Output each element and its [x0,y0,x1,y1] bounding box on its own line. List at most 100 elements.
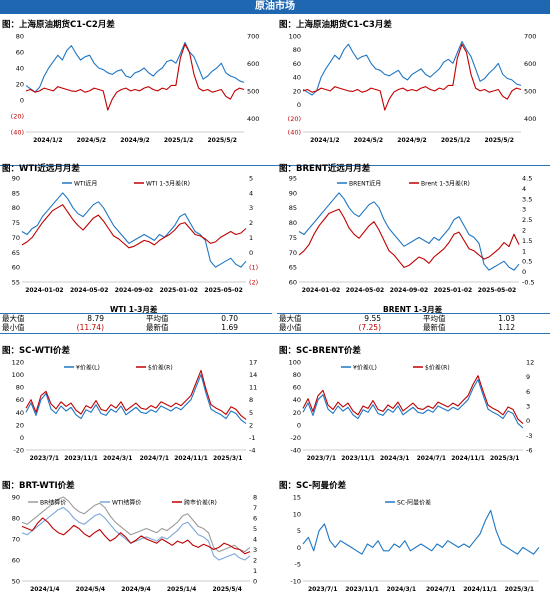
y-tick-label-right: -0.5 [522,279,535,287]
x-tick-label: 2024/5/2 [77,137,106,144]
x-tick-label: 2024/9/2 [120,137,149,144]
legend-label: ¥价差(L) [76,364,100,372]
y-tick-label-left: 75 [289,234,297,242]
y-tick-label-right: 7 [253,504,257,512]
x-tick-label: 2024-09-02 [390,287,428,294]
y-tick-label-left: (20) [11,113,24,121]
y-tick-label-right: 1.5 [522,237,532,245]
y-tick-label-left: 80 [16,384,24,392]
y-tick-label-right: 0 [522,268,526,276]
y-tick-label-left: 80 [293,371,301,379]
y-tick-label-right: 600 [247,60,259,68]
series-line-0 [302,379,524,429]
x-tick-label: 2025/3/1 [505,586,534,593]
y-tick-label-right: 4 [522,185,526,193]
x-tick-label: 2024/9/2 [397,137,426,144]
x-tick-label: 2023/7/1 [30,455,59,462]
x-tick-label: 2024/1/2 [310,137,339,144]
y-tick-label-right: 3 [249,204,253,212]
x-tick-label: 2023/11/1 [341,455,375,462]
x-tick-label: 2023/7/1 [307,455,336,462]
y-tick-label-right: 8 [253,494,257,502]
y-tick-label-right: 0 [253,578,257,586]
page-banner: 原油市场 [0,0,550,14]
y-tick-label-left: 90 [12,175,20,183]
series-line-0 [25,374,247,425]
y-tick-label-left: 75 [12,219,20,227]
x-tick-label: 2024/1/2 [33,137,62,144]
x-tick-label: 2024/11/1 [451,455,485,462]
y-tick-label-left: 120 [12,359,24,367]
x-tick-label: 2025/1/2 [441,137,470,144]
y-tick-label-right: 12 [526,359,534,367]
x-tick-label: 2024-01-02 [25,287,63,294]
y-tick-label-left: 100 [289,359,301,367]
x-tick-label: 2024-05-02 [70,287,108,294]
stat-value: 1.03 [498,314,515,323]
y-tick-label-left: 80 [289,219,297,227]
y-tick-label-left: 0 [20,97,24,105]
y-tick-label-left: 0 [297,101,301,109]
legend-label: WTI结算价 [112,499,141,507]
y-tick-label-left: -5 [295,561,301,569]
y-tick-label-right: 400 [524,115,536,123]
y-tick-label-left: 5 [297,527,301,535]
series-line-1 [21,506,251,561]
panel-title-c1c3: 图：上海原油期货C1-C3月差 [279,20,392,30]
x-tick-label: 2024/7/1 [426,586,455,593]
table-row: 最小值 (7.25) 最新值 1.12 [277,323,547,332]
x-tick-label: 2025-01-02 [434,287,472,294]
legend-label: $价差(R) [425,364,450,372]
chart-panel-c1c3: 100 80 60 40 20 0 (20) (40) 700 600 500 400 2024/1/2… [277,30,549,152]
panel-title-brent: 图：BRENT近远月月差 [279,164,371,174]
stat-label: 最小值 [2,323,25,332]
stat-label: 最大值 [2,314,25,323]
page-title: 原油市场 [255,1,295,12]
x-tick-label: 2024-05-02 [346,287,384,294]
table-row: 最大值 8.79 平均值 0.70 [0,314,270,323]
y-tick-label-left: 85 [12,189,20,197]
y-tick-label-right: 8 [249,396,253,404]
series-line-0 [21,496,251,553]
y-tick-label-left: 80 [12,515,20,523]
x-tick-label: 2024/7/1 [417,455,446,462]
y-tick-label-right: (1) [249,264,258,272]
y-tick-label-left: 60 [16,396,24,404]
y-tick-label-left: 0 [297,421,301,429]
x-tick-label: 2024/11/1 [463,586,497,593]
section-divider [0,165,550,166]
y-tick-label-left: 40 [16,65,24,73]
y-tick-label-right: 11 [249,384,257,392]
y-tick-label-right: 2 [253,557,257,565]
y-tick-label-left: 70 [289,249,297,257]
stat-label: 最新值 [146,323,169,332]
y-tick-label-left: 70 [12,536,20,544]
x-tick-label: 2024/3/1 [380,455,409,462]
legend-label: WTI近月 [74,180,97,188]
y-tick-label-right: 4 [249,189,253,197]
series-line-2 [21,517,251,555]
y-tick-label-left: (20) [288,115,301,123]
x-tick-label: 2024-01-02 [302,287,340,294]
y-tick-label-right: 3 [522,206,526,214]
stat-label: 最新值 [423,323,446,332]
y-tick-label-left: 60 [12,264,20,272]
y-tick-label-left: 80 [16,33,24,41]
y-tick-label-right: 2 [522,227,526,235]
y-tick-label-left: 80 [12,204,20,212]
panel-title-wti: 图：WTI近远月月差 [2,164,80,174]
x-tick-label: 2025/1/4 [167,586,196,593]
y-tick-label-left: 60 [293,384,301,392]
panel-title-brt-wti: 图：BRT-WTI价差 [2,481,75,491]
y-tick-label-left: 60 [293,60,301,68]
y-tick-label-right: 2 [249,421,253,429]
stat-value: 0.70 [221,314,238,323]
legend-label: Brent 1-3月差(R) [421,180,470,188]
y-tick-label-left: 85 [289,204,297,212]
legend-label: BR结算价 [40,499,66,507]
series-line-1 [25,43,245,111]
y-tick-label-right: 1 [522,247,526,255]
brent-stats-table: 最大值 9.55 平均值 1.03 最小值 (7.25) 最新值 1.12 [277,314,547,332]
y-tick-label-right: 3.5 [522,195,532,203]
brent-stats-title: BRENT 1-3月差 [383,305,443,314]
